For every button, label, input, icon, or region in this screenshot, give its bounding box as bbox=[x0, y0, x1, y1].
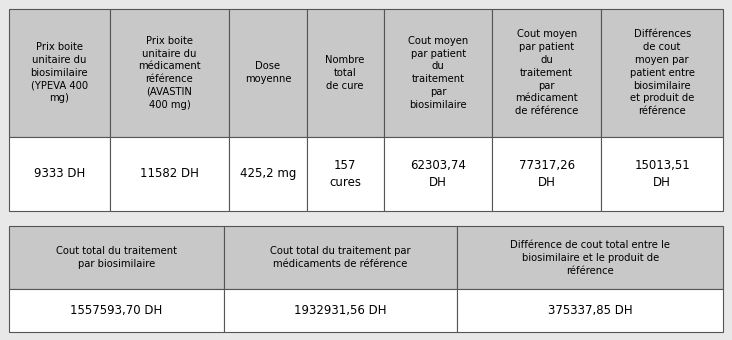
Bar bbox=[229, 8, 307, 137]
Bar bbox=[9, 137, 110, 211]
Bar bbox=[457, 289, 723, 332]
Bar bbox=[493, 8, 601, 137]
Text: Cout moyen
par patient
du
traitement
par
biosimilaire: Cout moyen par patient du traitement par… bbox=[408, 36, 468, 110]
Text: Différence de cout total entre le
biosimilaire et le produit de
référence: Différence de cout total entre le biosim… bbox=[510, 240, 671, 275]
Text: 1557593,70 DH: 1557593,70 DH bbox=[70, 304, 163, 317]
Text: Cout total du traitement par
médicaments de référence: Cout total du traitement par médicaments… bbox=[270, 246, 411, 269]
Text: 375337,85 DH: 375337,85 DH bbox=[548, 304, 632, 317]
Text: Dose
moyenne: Dose moyenne bbox=[244, 61, 291, 84]
Bar bbox=[9, 289, 224, 332]
Text: 425,2 mg: 425,2 mg bbox=[240, 167, 296, 181]
Text: Prix boite
unitaire du
médicament
référence
(AVASTIN
400 mg): Prix boite unitaire du médicament référe… bbox=[138, 36, 201, 110]
Text: 157
cures: 157 cures bbox=[329, 159, 361, 189]
Text: 62303,74
DH: 62303,74 DH bbox=[410, 159, 466, 189]
Text: 15013,51
DH: 15013,51 DH bbox=[635, 159, 690, 189]
Text: 11582 DH: 11582 DH bbox=[140, 167, 199, 181]
Bar bbox=[110, 8, 229, 137]
Bar bbox=[229, 137, 307, 211]
Bar bbox=[307, 8, 384, 137]
Bar bbox=[493, 137, 601, 211]
Bar bbox=[224, 226, 457, 289]
Text: Cout total du traitement
par biosimilaire: Cout total du traitement par biosimilair… bbox=[56, 246, 177, 269]
Bar bbox=[384, 137, 493, 211]
Bar bbox=[9, 8, 110, 137]
Bar bbox=[601, 137, 723, 211]
Text: 77317,26
DH: 77317,26 DH bbox=[519, 159, 575, 189]
Bar bbox=[457, 226, 723, 289]
Text: Cout moyen
par patient
du
traitement
par
médicament
de référence: Cout moyen par patient du traitement par… bbox=[515, 29, 578, 116]
Text: Prix boite
unitaire du
biosimilaire
(YPEVA 400
mg): Prix boite unitaire du biosimilaire (YPE… bbox=[31, 42, 88, 103]
Bar bbox=[9, 226, 224, 289]
Bar bbox=[601, 8, 723, 137]
Text: 9333 DH: 9333 DH bbox=[34, 167, 85, 181]
Bar bbox=[110, 137, 229, 211]
Text: Nombre
total
de cure: Nombre total de cure bbox=[326, 55, 365, 90]
Bar bbox=[307, 137, 384, 211]
Text: 1932931,56 DH: 1932931,56 DH bbox=[294, 304, 386, 317]
Bar bbox=[224, 289, 457, 332]
Bar bbox=[384, 8, 493, 137]
Text: Différences
de cout
moyen par
patient entre
biosimilaire
et produit de
référence: Différences de cout moyen par patient en… bbox=[630, 29, 695, 116]
